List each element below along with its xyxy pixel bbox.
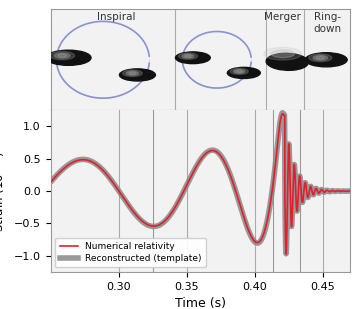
Ellipse shape — [266, 53, 308, 70]
Y-axis label: Strain $(10^{-21})$: Strain $(10^{-21})$ — [0, 150, 8, 232]
Circle shape — [305, 53, 347, 67]
Circle shape — [184, 55, 191, 57]
Circle shape — [58, 54, 67, 57]
Circle shape — [230, 68, 248, 74]
Circle shape — [182, 54, 194, 58]
Text: Inspiral: Inspiral — [97, 12, 136, 22]
Circle shape — [236, 70, 243, 73]
Circle shape — [126, 71, 139, 75]
Circle shape — [178, 53, 197, 59]
X-axis label: Time (s): Time (s) — [175, 297, 226, 309]
Circle shape — [227, 67, 260, 78]
Circle shape — [271, 50, 295, 58]
Text: Ring-
down: Ring- down — [314, 12, 342, 34]
Circle shape — [313, 55, 328, 60]
Circle shape — [50, 52, 75, 60]
Circle shape — [264, 47, 302, 60]
Circle shape — [129, 72, 136, 74]
Circle shape — [316, 56, 325, 59]
Circle shape — [46, 50, 91, 65]
Circle shape — [122, 70, 142, 77]
Text: Merger: Merger — [264, 12, 301, 22]
Legend: Numerical relativity, Reconstructed (template): Numerical relativity, Reconstructed (tem… — [55, 238, 206, 267]
Circle shape — [175, 52, 210, 64]
Circle shape — [119, 69, 156, 81]
Circle shape — [309, 54, 332, 62]
Circle shape — [234, 70, 245, 73]
Circle shape — [55, 53, 70, 58]
